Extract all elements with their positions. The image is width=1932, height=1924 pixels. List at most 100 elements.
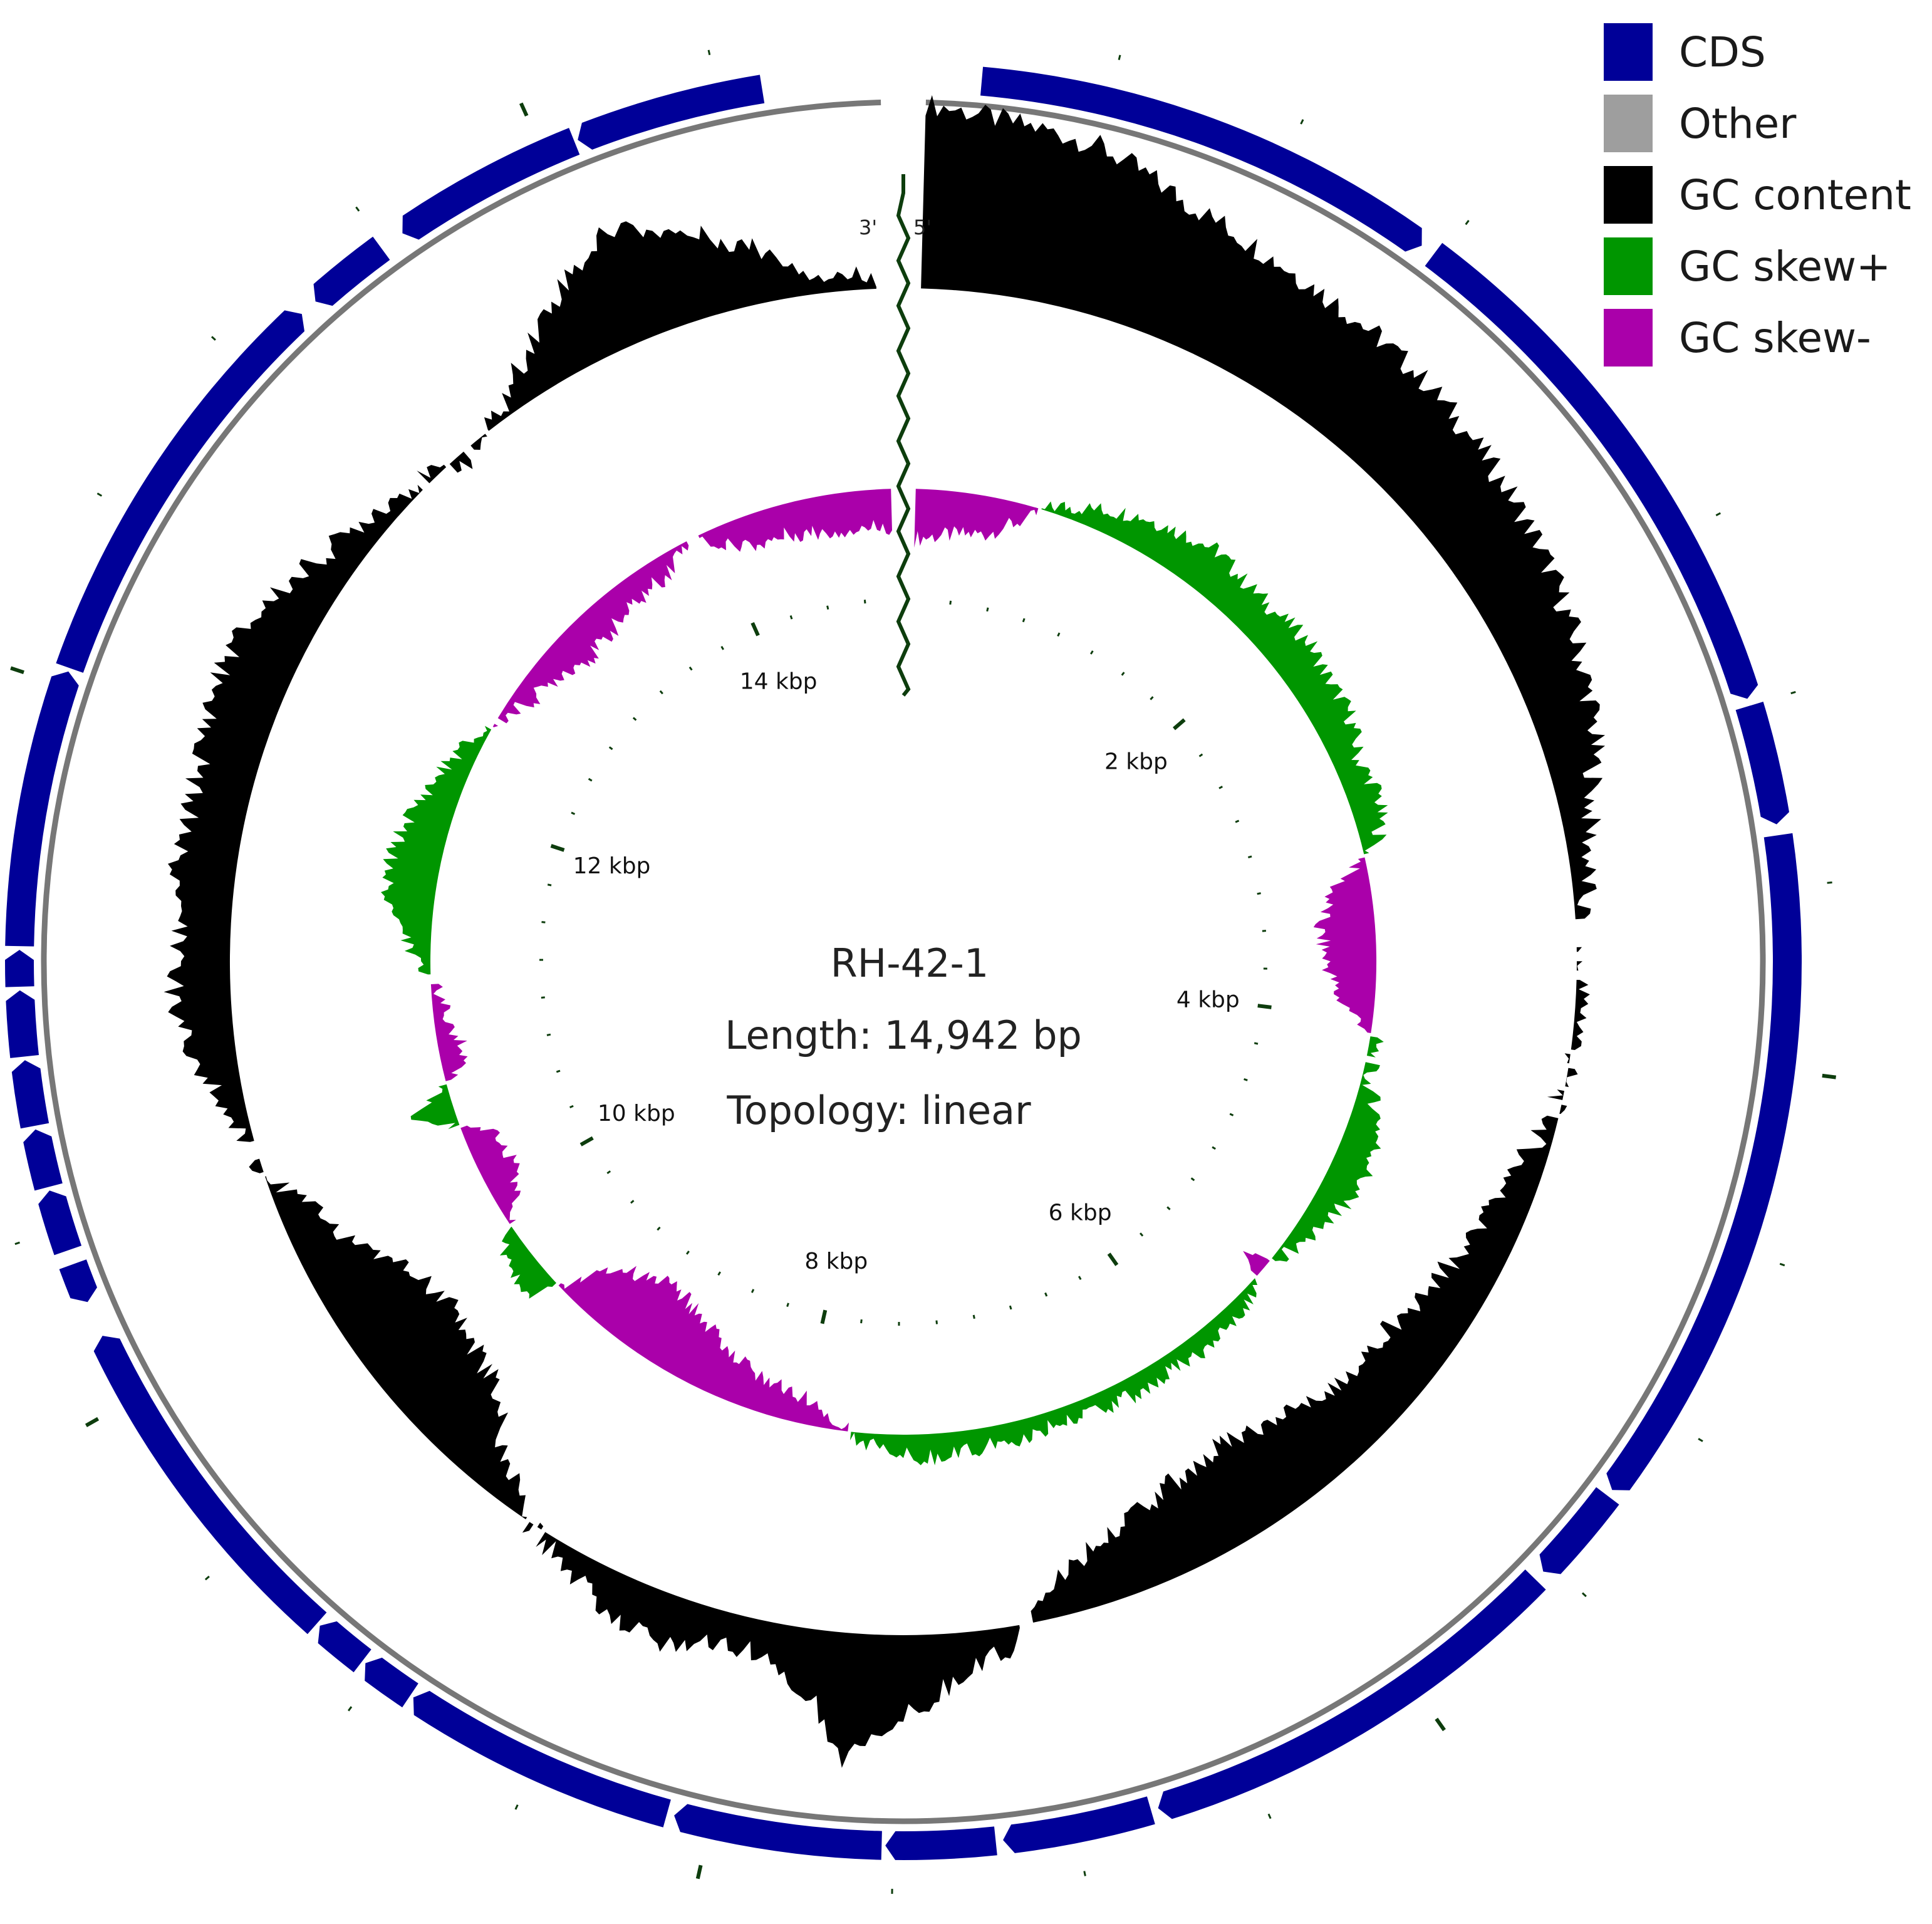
minor-tick [1190,1177,1195,1182]
minor-tick [1267,1813,1272,1819]
minor-tick [1254,1042,1259,1045]
major-tick [695,1864,703,1880]
minor-tick [210,336,216,341]
cds-feature [674,1804,882,1860]
gc-content-area [921,95,1606,920]
minor-tick [1247,855,1252,859]
sequence-name: RH-42-1 [831,940,989,986]
cds-feature [1735,702,1789,824]
minor-tick [750,1289,755,1293]
gc-skew-negative-area [497,541,689,724]
major-tick [1107,1252,1119,1266]
minor-tick [556,1069,561,1073]
linear-break-line [896,174,911,697]
major-tick [750,621,760,637]
cds-feature [5,671,79,947]
legend-label: CDS [1679,28,1766,76]
gc-content-area [1559,1105,1567,1115]
minor-tick [1229,1113,1234,1116]
gc-skew-negative-area [558,1266,849,1432]
tick-labels: 2 kbp 4 kbp 6 kbp 8 kbp 10 kbp 12 kbp 14 kbp [573,668,1240,1274]
gc-skew-negative-area [492,724,499,727]
minor-tick [546,1033,551,1036]
minor-tick [786,1303,789,1308]
minor-tick [789,615,793,620]
major-tick [820,1309,828,1324]
minor-tick [1121,672,1125,676]
minor-tick [1235,819,1240,823]
major-tick [1257,1004,1272,1009]
cds-feature [6,990,39,1058]
gc-skew-positive-area [1366,1036,1384,1058]
cds-feature [11,1060,49,1129]
legend-label: Other [1679,99,1797,148]
other-swatch [1604,95,1653,152]
cds-feature [402,128,580,240]
minor-tick [1118,55,1121,60]
cds-track [4,66,1802,1860]
minor-tick [1139,1232,1144,1237]
minor-tick [1022,618,1026,623]
minor-tick [1212,1146,1216,1150]
gc-content-area [1571,980,1590,1050]
minor-tick [1779,1262,1785,1267]
gc-skew-plus-swatch [1604,237,1653,295]
minor-tick [569,1105,574,1108]
gc-content-area [522,1522,534,1533]
cds-feature [413,1690,671,1828]
sequence-backbone [41,100,1766,1824]
cds-feature [93,1336,327,1635]
minor-tick [1581,1592,1587,1598]
minor-tick [541,996,545,999]
gc-content-area [265,1176,527,1519]
minor-tick [688,666,693,671]
gc-content-area [1031,1115,1559,1623]
gc-content-area [536,1532,1020,1768]
cds-feature [980,66,1422,252]
minor-tick [630,1200,635,1204]
minor-tick [541,921,546,923]
minor-tick [1257,892,1261,895]
cds-feature [885,1826,997,1860]
cds-swatch [1604,23,1653,81]
gc-skew-negative-area [1313,857,1376,1033]
minor-tick [720,645,724,650]
minor-tick [657,1226,661,1231]
tick-label: 12 kbp [573,853,651,879]
inner-ticks [539,600,1272,1326]
minor-tick [347,1706,353,1712]
gc-skew-minus-swatch [1604,309,1653,367]
gc-content-area [1576,947,1582,952]
cds-feature [578,75,765,150]
major-tick [1822,1073,1836,1079]
minor-tick [1090,650,1094,655]
gc-skew-positive-area [1041,501,1388,855]
cds-feature [313,236,390,306]
cds-feature [318,1621,371,1673]
minor-tick [659,690,663,695]
cds-feature [1425,242,1758,699]
gc-skew-track [381,489,1388,1465]
minor-tick [1078,1276,1082,1281]
gc-skew-negative-area [914,489,1039,548]
gc-content-area [449,451,473,473]
legend-label: GC content [1679,170,1911,219]
tick-label: 4 kbp [1176,987,1240,1012]
legend-item-other: Other [1604,88,1911,159]
gc-content-area [484,221,876,431]
gc-content-area [1565,1068,1578,1088]
cds-feature [23,1129,63,1191]
cds-feature [1158,1569,1546,1819]
minor-tick [1698,1438,1703,1442]
tick-label: 8 kbp [804,1249,868,1274]
minor-tick [1198,753,1203,757]
minor-tick [949,600,952,605]
gc-skew-positive-area [850,1278,1258,1465]
length-text: Length: 14,942 bp [725,1012,1082,1058]
tick-label: 10 kbp [598,1101,675,1126]
minor-tick [1044,1292,1048,1297]
gc-content-area [417,464,447,484]
minor-tick [685,1251,690,1255]
minor-tick [355,206,360,212]
cds-feature [4,950,34,987]
